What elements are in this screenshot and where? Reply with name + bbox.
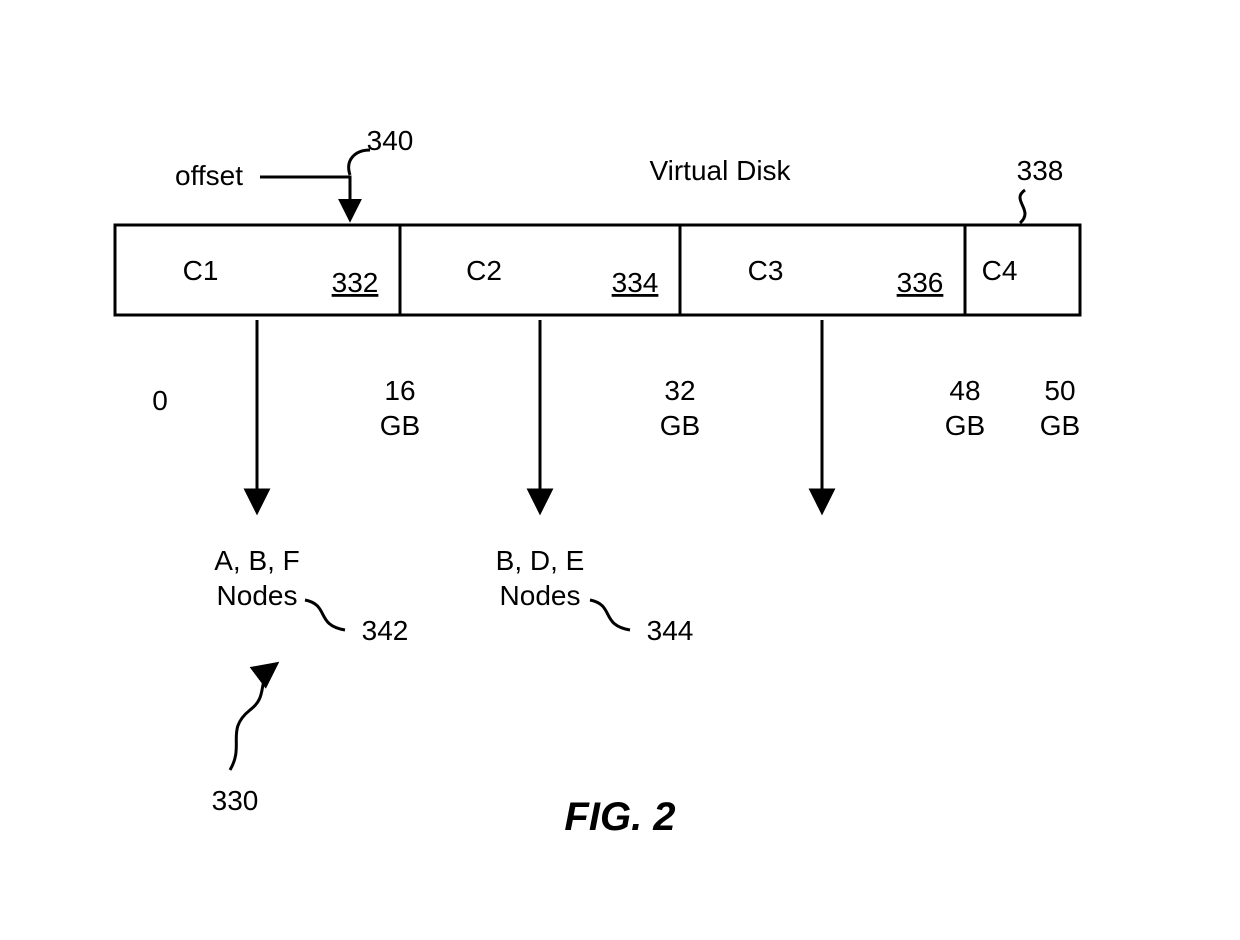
diagram-title: Virtual Disk [649, 155, 791, 186]
nodes1-line1: A, B, F [214, 545, 300, 576]
size-16: 16 [384, 375, 415, 406]
chunk-3-ref: 336 [897, 267, 944, 298]
size-16-unit: GB [380, 410, 420, 441]
nodes2-line2: Nodes [500, 580, 581, 611]
size-50-unit: GB [1040, 410, 1080, 441]
chunk-1-ref: 332 [332, 267, 379, 298]
offset-arrow [260, 177, 350, 218]
ref-340: 340 [367, 125, 414, 156]
leader-342 [305, 600, 345, 630]
size-0: 0 [152, 385, 168, 416]
size-48-unit: GB [945, 410, 985, 441]
offset-label: offset [175, 160, 243, 191]
chunk-3-name: C3 [748, 255, 784, 286]
figure-label: FIG. 2 [564, 795, 675, 839]
ref-338: 338 [1017, 155, 1064, 186]
ref-344: 344 [647, 615, 694, 646]
nodes2-line1: B, D, E [496, 545, 585, 576]
size-32-unit: GB [660, 410, 700, 441]
leader-344 [590, 600, 630, 630]
ref-330: 330 [212, 785, 259, 816]
chunk-2-name: C2 [466, 255, 502, 286]
leader-330 [230, 665, 275, 770]
ref-342: 342 [362, 615, 409, 646]
chunk-2-ref: 334 [612, 267, 659, 298]
size-50: 50 [1044, 375, 1075, 406]
leader-338 [1020, 190, 1025, 223]
chunk-1-name: C1 [183, 255, 219, 286]
size-32: 32 [664, 375, 695, 406]
chunk-4-name: C4 [982, 255, 1018, 286]
nodes1-line2: Nodes [217, 580, 298, 611]
size-48: 48 [949, 375, 980, 406]
